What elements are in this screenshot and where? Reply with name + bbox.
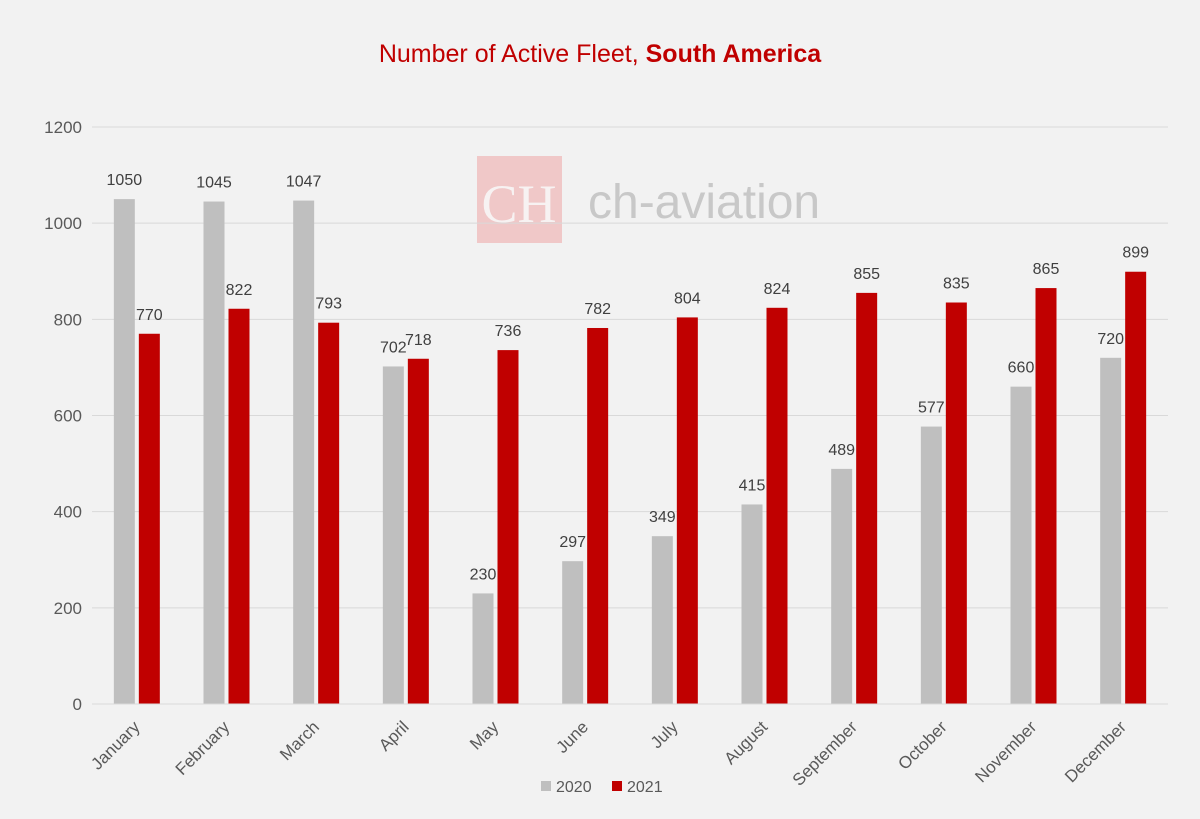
x-tick-label: June [552, 717, 592, 757]
data-label: 489 [828, 442, 855, 459]
watermark-logo-text: CH [481, 174, 556, 234]
bar-2021 [318, 322, 340, 704]
data-label: 899 [1122, 245, 1149, 262]
data-label: 349 [649, 509, 676, 526]
y-tick-label: 1200 [44, 118, 82, 137]
bar-2021 [856, 292, 878, 704]
bar-2020 [651, 536, 673, 704]
x-tick-label: December [1061, 717, 1130, 786]
watermark-logo [477, 156, 562, 243]
legend-label: 2021 [627, 779, 663, 796]
x-tick-label: October [894, 717, 950, 773]
data-label: 1050 [107, 172, 143, 189]
bar-2021 [945, 302, 967, 704]
x-tick-label: July [647, 717, 682, 752]
data-label: 770 [136, 307, 163, 324]
title-text: Number of Active Fleet, [378, 40, 646, 68]
data-label: 702 [380, 339, 407, 356]
bar-2021 [407, 358, 429, 704]
data-label: 230 [470, 566, 497, 583]
bar-2020 [562, 561, 584, 704]
x-tick-label: March [276, 717, 323, 764]
legend-label: 2020 [556, 779, 592, 796]
data-label: 822 [226, 282, 253, 299]
data-label: 793 [315, 296, 342, 313]
data-label: 865 [1033, 261, 1060, 278]
x-tick-label: November [971, 717, 1040, 786]
data-label: 415 [739, 477, 766, 494]
bar-2020 [472, 593, 494, 704]
x-tick-label: September [789, 717, 861, 789]
bar-2021 [676, 317, 698, 704]
data-label: 782 [584, 301, 611, 318]
data-label: 835 [943, 276, 970, 293]
data-label: 1045 [196, 175, 232, 192]
data-label: 736 [495, 323, 522, 340]
data-label: 577 [918, 400, 945, 417]
data-label: 720 [1097, 331, 1124, 348]
x-tick-label: February [172, 717, 234, 779]
bar-2021 [587, 327, 609, 704]
data-label: 855 [853, 266, 880, 283]
data-label: 804 [674, 290, 701, 307]
data-label: 297 [559, 534, 586, 551]
bar-2020 [920, 426, 942, 704]
x-tick-label: April [375, 717, 412, 754]
bar-2020 [1010, 386, 1032, 704]
data-label: 718 [405, 332, 432, 349]
legend-swatch-2020 [541, 781, 551, 791]
bar-2021 [766, 307, 788, 704]
data-label: 660 [1008, 360, 1035, 377]
bar-2020 [203, 201, 225, 704]
chart-title: Number of Active Fleet, South America [0, 40, 1200, 69]
bar-2021 [1035, 288, 1057, 704]
y-tick-label: 400 [54, 503, 82, 522]
y-tick-label: 1000 [44, 214, 82, 233]
y-tick-label: 800 [54, 310, 82, 329]
y-tick-label: 600 [54, 407, 82, 426]
bar-2020 [831, 468, 853, 704]
watermark-text: ch-aviation [588, 176, 820, 229]
bar-2021 [497, 350, 519, 704]
watermark: CH ch-aviation [477, 156, 820, 243]
bar-2020 [293, 200, 315, 704]
bar-2021 [138, 333, 160, 704]
bar-2020 [741, 504, 763, 704]
y-tick-label: 200 [54, 599, 82, 618]
x-tick-label: August [720, 717, 771, 768]
data-label: 824 [764, 281, 791, 298]
x-tick-label: January [87, 717, 144, 774]
bar-2020 [1100, 357, 1122, 704]
bar-2020 [113, 199, 135, 704]
bar-2020 [382, 366, 404, 704]
y-tick-label: 0 [73, 695, 82, 714]
title-region: South America [645, 40, 822, 68]
bar-2021 [1125, 271, 1147, 704]
data-label: 1047 [286, 174, 322, 191]
legend-swatch-2021 [612, 781, 622, 791]
x-tick-label: May [466, 717, 502, 753]
bar-2021 [228, 308, 250, 704]
